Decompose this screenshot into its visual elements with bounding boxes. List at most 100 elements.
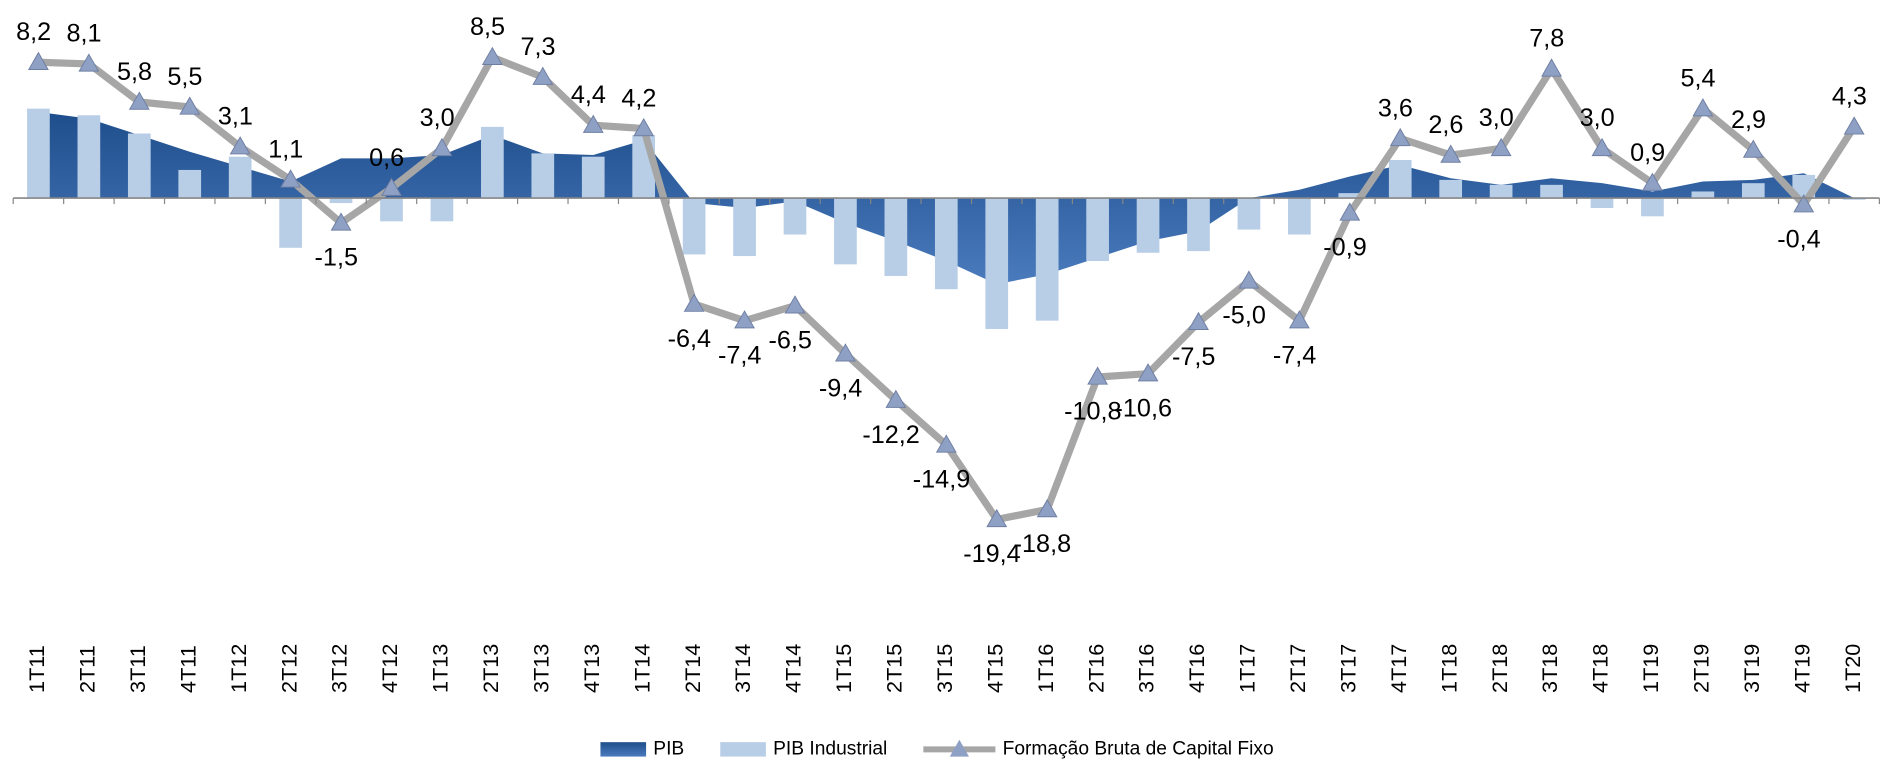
data-label: 3,0 (1479, 104, 1514, 132)
bar (1136, 198, 1160, 253)
data-label: 4,3 (1832, 83, 1867, 111)
x-tick-label: 3T14 (730, 644, 755, 693)
legend-label: PIB Industrial (773, 738, 887, 759)
x-tick-label: 4T18 (1588, 644, 1613, 693)
x-tick-label: 1T20 (1840, 644, 1865, 693)
marker (481, 46, 503, 65)
bar (783, 198, 807, 235)
marker (330, 212, 352, 231)
data-label: 3,6 (1378, 94, 1413, 122)
bar (1540, 184, 1563, 199)
x-tick-label: 2T19 (1689, 644, 1714, 693)
x-tick-label: 2T15 (882, 644, 907, 693)
data-label: -12,2 (862, 421, 919, 449)
bar (1388, 159, 1412, 199)
data-label: -19,4 (963, 540, 1020, 568)
data-label: -14,9 (913, 466, 970, 494)
bar (1489, 184, 1513, 199)
data-label: 5,5 (167, 63, 202, 91)
x-tick-label: 1T14 (629, 644, 654, 693)
x-tick-label: 1T15 (831, 644, 856, 693)
bar (228, 156, 252, 199)
marker (1440, 144, 1462, 163)
marker (280, 169, 302, 188)
x-tick-label: 4T17 (1386, 644, 1411, 693)
x-tick-label: 3T17 (1336, 644, 1361, 693)
data-label: 7,8 (1529, 25, 1564, 53)
data-label: -10,6 (1115, 394, 1172, 422)
legend-marker (949, 739, 969, 757)
bar (733, 198, 756, 257)
x-tick-label: 2T14 (680, 644, 705, 693)
bar (985, 198, 1009, 329)
data-label: 2,6 (1428, 111, 1463, 139)
marker (128, 91, 150, 110)
data-label: 8,5 (470, 13, 505, 41)
marker (1036, 498, 1058, 518)
bar (1842, 198, 1866, 200)
data-label: -0,9 (1323, 234, 1366, 262)
bar (279, 198, 302, 248)
bar (1338, 193, 1362, 199)
bar (834, 198, 857, 265)
x-tick-label: 4T16 (1184, 644, 1209, 693)
bar (934, 198, 958, 290)
bar (1691, 191, 1715, 199)
marker (381, 177, 402, 196)
x-tick-label: 2T11 (75, 645, 100, 693)
marker (885, 389, 907, 408)
marker (1541, 58, 1562, 77)
marker (1843, 116, 1865, 135)
marker (1137, 363, 1159, 382)
bar (531, 153, 555, 199)
data-label: -5,0 (1222, 302, 1265, 330)
data-label: -18,8 (1014, 530, 1071, 558)
marker (834, 343, 856, 362)
marker (1288, 310, 1310, 329)
x-tick-label: 1T18 (1436, 644, 1461, 693)
marker (1591, 137, 1613, 157)
marker (1389, 127, 1411, 147)
data-label: -6,4 (668, 325, 711, 353)
x-tick-label: 1T11 (24, 645, 49, 693)
data-label: 1,1 (268, 136, 303, 164)
marker (582, 114, 604, 133)
marker (683, 293, 705, 312)
bar (1086, 198, 1109, 262)
bar (329, 198, 353, 204)
data-label: 0,6 (369, 144, 404, 172)
bar (380, 198, 403, 222)
data-label: 4,2 (621, 84, 656, 112)
marker (633, 117, 655, 137)
x-tick-label: 4T12 (377, 644, 402, 693)
bar (430, 198, 454, 222)
bar (1237, 198, 1261, 230)
marker (27, 51, 49, 70)
data-label: -7,4 (1273, 341, 1316, 369)
data-label: -1,5 (315, 244, 358, 272)
bar (1187, 198, 1210, 252)
x-tick-label: 1T13 (428, 644, 453, 693)
x-tick-label: 3T13 (529, 644, 554, 693)
marker (78, 53, 100, 72)
marker (1641, 172, 1663, 191)
data-label: 2,9 (1731, 106, 1766, 134)
data-label: 5,4 (1681, 64, 1716, 92)
marker (1742, 139, 1764, 158)
data-label: -9,4 (819, 374, 862, 402)
marker (179, 96, 201, 115)
marker (1339, 202, 1361, 221)
data-label: 4,4 (571, 81, 606, 109)
x-tick-label: 2T13 (478, 644, 503, 693)
data-label: 5,8 (117, 58, 152, 86)
marker (532, 66, 554, 85)
legend-swatch (720, 742, 766, 757)
x-tick-label: 3T11 (125, 645, 150, 693)
x-tick-label: 4T15 (982, 644, 1007, 693)
bar (1439, 179, 1463, 199)
x-tick-label: 1T16 (1033, 644, 1058, 693)
x-tick-label: 3T19 (1739, 644, 1764, 693)
bar (127, 133, 151, 199)
marker (229, 136, 251, 155)
